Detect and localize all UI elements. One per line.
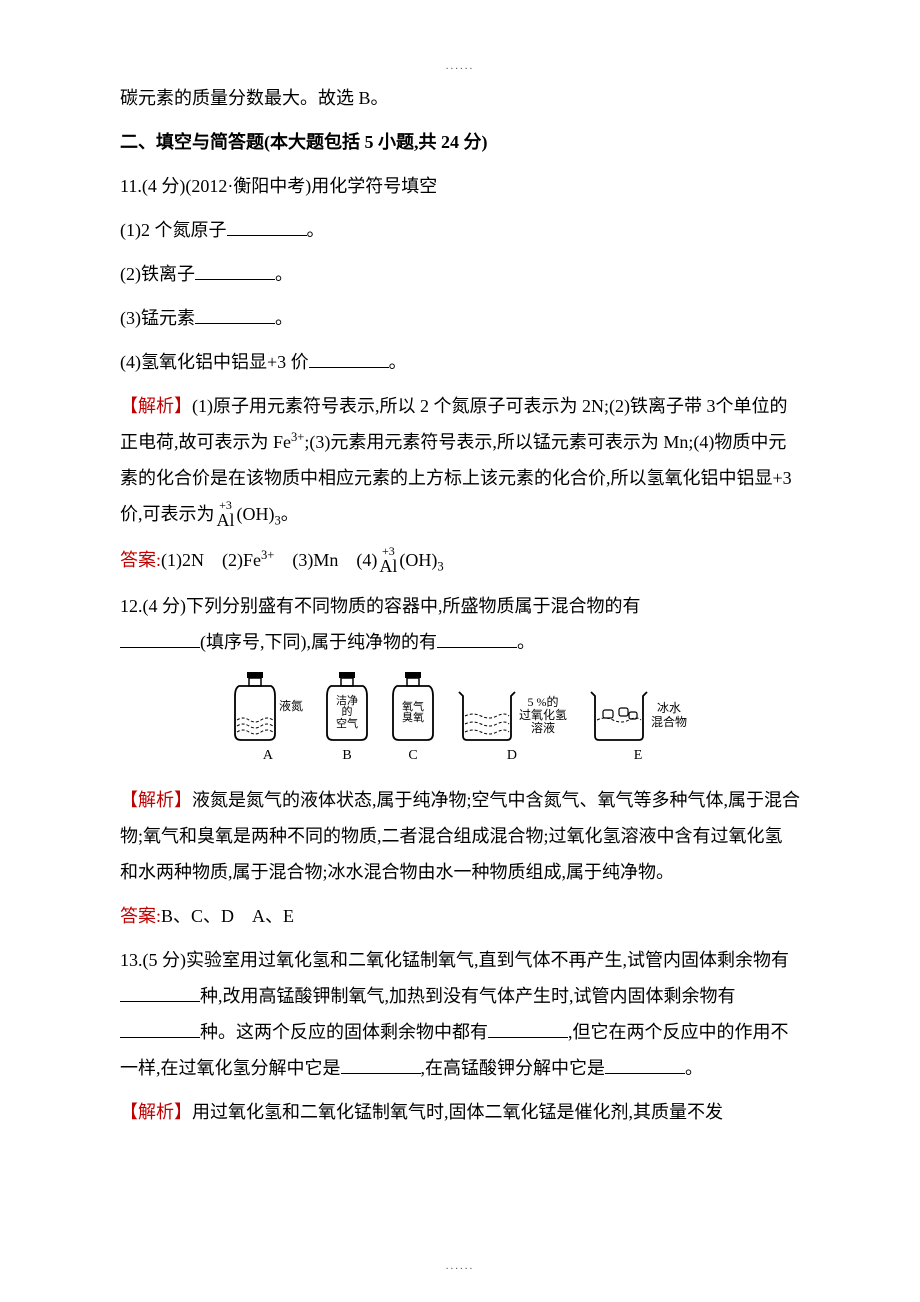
q11-p3-text: (3)锰元素: [120, 308, 195, 328]
blank: [120, 979, 200, 1002]
al-stack: +3Al: [217, 499, 235, 529]
analysis-label: 【解析】: [120, 790, 192, 810]
blank: [120, 1015, 200, 1038]
al-sym: Al: [217, 511, 235, 529]
q12-answer: 答案:B、C、D A、E: [120, 898, 800, 934]
q11-stem: 11.(4 分)(2012·衡阳中考)用化学符号填空: [120, 168, 800, 204]
q13-c: 种。这两个反应的固体剩余物中都有: [200, 1022, 488, 1042]
q11-analysis: 【解析】(1)原子用元素符号表示,所以 2 个氮原子可表示为 2N;(2)铁离子…: [120, 388, 800, 534]
blank: [309, 345, 389, 368]
vessel-a: 液氮 A: [233, 672, 303, 764]
e-l1: 冰水: [657, 701, 681, 715]
d-l1: 5 %的: [527, 695, 558, 709]
vessel-a-letter: A: [263, 748, 273, 764]
analysis-label: 【解析】: [120, 1102, 192, 1122]
q11-p2-end: 。: [275, 264, 293, 284]
analysis-label: 【解析】: [120, 396, 192, 416]
beaker-d: [457, 690, 517, 742]
blank: [195, 301, 275, 324]
vessel-c: 氧气 臭氧 C: [391, 672, 435, 764]
vessel-c-text: 氧气 臭氧: [391, 702, 435, 725]
q11-p2-text: (2)铁离子: [120, 264, 195, 284]
al-sym2: Al: [379, 557, 397, 575]
b-l1: 洁净: [336, 695, 358, 707]
q11-part1: (1)2 个氮原子 。: [120, 212, 800, 248]
q13-end: 。: [685, 1058, 703, 1078]
vessel-b-text: 洁净 的 空气: [325, 696, 369, 731]
q13-e: ,在高锰酸钾分解中它是: [421, 1058, 606, 1078]
beaker-e: [589, 690, 649, 742]
answer-label: 答案:: [120, 550, 161, 570]
q12-analysis-text: 液氮是氮气的液体状态,属于纯净物;空气中含氮气、氧气等多种气体,属于混合物;氧气…: [120, 790, 800, 882]
q13-a: 13.(5 分)实验室用过氧化氢和二氧化锰制氧气,直到气体不再产生,试管内固体剩…: [120, 950, 789, 970]
period: 。: [281, 504, 299, 524]
vessel-row: 液氮 A 洁净 的 空气 B: [233, 672, 687, 764]
q11-p4-end: 。: [389, 352, 407, 372]
footer-dots: ......: [446, 1260, 475, 1272]
blank: [488, 1015, 568, 1038]
q11-p4-text: (4)氢氧化铝中铝显+3 价: [120, 352, 309, 372]
carry-over-line: 碳元素的质量分数最大。故选 B。: [120, 80, 800, 116]
q13-analysis-text: 用过氧化氢和二氧化锰制氧气时,固体二氧化锰是催化剂,其质量不发: [192, 1102, 723, 1122]
al-stack2: +3Al: [379, 545, 397, 575]
q12-stem-mid: (填序号,下同),属于纯净物的有: [200, 632, 437, 652]
vessel-d: 5 %的 过氧化氢 溶液 D: [457, 690, 567, 764]
blank: [605, 1051, 685, 1074]
bottle-b: 洁净 的 空气: [325, 672, 369, 742]
q12-stem: 12.(4 分)下列分别盛有不同物质的容器中,所盛物质属于混合物的有 (填序号,…: [120, 588, 800, 660]
blank: [341, 1051, 421, 1074]
fe-sup: 3+: [291, 430, 304, 444]
d-l3: 溶液: [531, 721, 555, 735]
c-l1: 氧气: [402, 701, 424, 713]
b-l3: 空气: [336, 718, 358, 730]
al-oh: (OH): [237, 504, 275, 524]
vessel-d-label: 5 %的 过氧化氢 溶液: [519, 696, 567, 736]
q11-answer-prefix: (1)2N (2)Fe: [161, 550, 261, 570]
al-sub2: 3: [437, 559, 443, 573]
d-l2: 过氧化氢: [519, 708, 567, 722]
vessel-e: 冰水 混合物 E: [589, 690, 687, 764]
vessel-a-label: 液氮: [279, 700, 303, 713]
q11-answer: 答案:(1)2N (2)Fe3+ (3)Mn (4)+3Al(OH)3: [120, 542, 800, 580]
q12-answer-text: B、C、D A、E: [161, 906, 294, 926]
q11-p3-end: 。: [275, 308, 293, 328]
q12-stem-end: 。: [517, 632, 535, 652]
answer-label: 答案:: [120, 906, 161, 926]
b-l2: 的: [341, 706, 352, 718]
bottle-c: 氧气 臭氧: [391, 672, 435, 742]
section-2-title: 二、填空与简答题(本大题包括 5 小题,共 24 分): [120, 124, 800, 160]
q13-b: 种,改用高锰酸钾制氧气,加热到没有气体产生时,试管内固体剩余物有: [200, 986, 736, 1006]
blank: [227, 213, 307, 236]
q12-figure: 液氮 A 洁净 的 空气 B: [120, 672, 800, 764]
al-oh2: (OH): [399, 550, 437, 570]
vessel-e-label: 冰水 混合物: [651, 702, 687, 728]
blank: [437, 625, 517, 648]
q13-stem: 13.(5 分)实验室用过氧化氢和二氧化锰制氧气,直到气体不再产生,试管内固体剩…: [120, 942, 800, 1086]
vessel-b: 洁净 的 空气 B: [325, 672, 369, 764]
vessel-e-letter: E: [634, 748, 643, 764]
vessel-b-letter: B: [342, 748, 351, 764]
q11-answer-mid: (3)Mn (4): [274, 550, 377, 570]
q12-analysis: 【解析】液氮是氮气的液体状态,属于纯净物;空气中含氮气、氧气等多种气体,属于混合…: [120, 782, 800, 890]
q12-stem-a: 12.(4 分)下列分别盛有不同物质的容器中,所盛物质属于混合物的有: [120, 596, 641, 616]
fe-sup2: 3+: [261, 548, 274, 562]
header-dots: ......: [446, 60, 475, 72]
q11-part2: (2)铁离子 。: [120, 256, 800, 292]
page: ...... 碳元素的质量分数最大。故选 B。 二、填空与简答题(本大题包括 5…: [0, 0, 920, 1302]
e-l2: 混合物: [651, 715, 687, 729]
blank: [120, 625, 200, 648]
c-l2: 臭氧: [402, 712, 424, 724]
q11-p1-text: (1)2 个氮原子: [120, 220, 227, 240]
vessel-c-letter: C: [408, 748, 417, 764]
vessel-d-letter: D: [507, 748, 517, 764]
q11-part4: (4)氢氧化铝中铝显+3 价 。: [120, 344, 800, 380]
bottle-a: [233, 672, 277, 742]
q11-p1-end: 。: [307, 220, 325, 240]
blank: [195, 257, 275, 280]
q11-part3: (3)锰元素 。: [120, 300, 800, 336]
q13-analysis: 【解析】用过氧化氢和二氧化锰制氧气时,固体二氧化锰是催化剂,其质量不发: [120, 1094, 800, 1130]
